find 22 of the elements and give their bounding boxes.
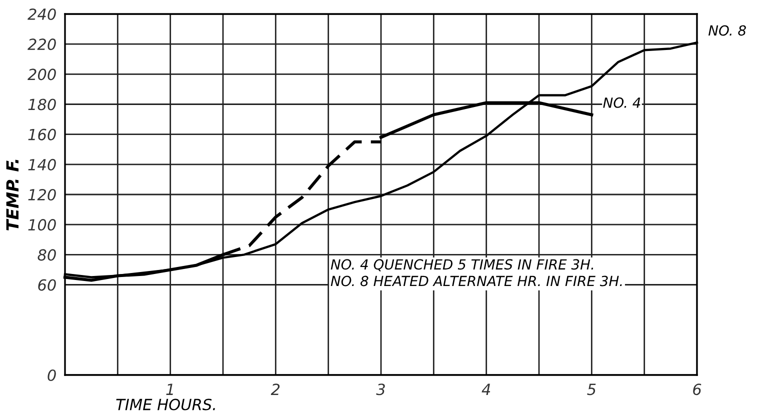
y-tick-label: 220 <box>28 38 56 50</box>
y-tick-label: 60 <box>38 279 56 291</box>
series-label: NO. 8 <box>708 25 746 36</box>
x-tick-label: 2 <box>270 384 280 395</box>
y-axis-title: TEMP. F. <box>6 160 18 230</box>
y-tick-label: 240 <box>28 8 56 20</box>
y-tick-label: 100 <box>28 219 56 231</box>
y-tick-label: 160 <box>28 128 56 140</box>
x-tick-label: 4 <box>482 384 490 395</box>
x-tick-label: 3 <box>376 384 385 396</box>
x-tick-label: 5 <box>587 384 596 396</box>
y-tick-label: 120 <box>28 188 56 201</box>
y-tick-label: 140 <box>28 158 56 170</box>
series-label: NO. 4 <box>603 97 640 108</box>
annotation: NO. 4 QUENCHED 5 TIMES IN FIRE 3H. NO. 8 HEATED ALTERNATE HR. IN FIRE 3H. <box>330 259 622 286</box>
y-tick-label: 80 <box>38 249 56 261</box>
y-tick-label: 0 <box>48 369 56 382</box>
x-tick-label: 1 <box>166 384 173 395</box>
y-tick-label: 200 <box>28 68 56 80</box>
x-tick-label: 6 <box>693 384 702 396</box>
x-axis-title: TIME HOURS. <box>116 398 215 410</box>
y-tick-label: 180 <box>28 98 56 110</box>
